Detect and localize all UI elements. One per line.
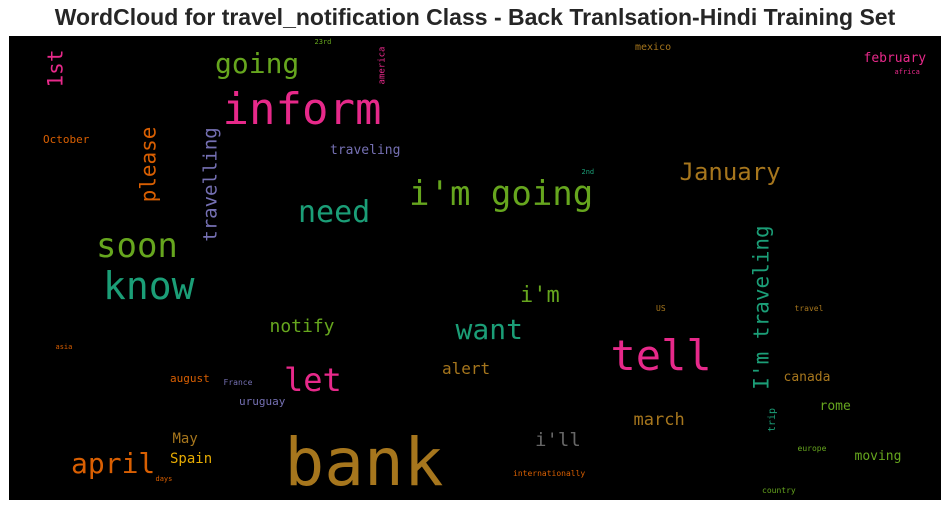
word-let: let [284,361,342,399]
word-country: country [762,486,796,495]
word-i-ll: i'll [535,428,581,451]
word-august: august [170,371,210,385]
word-soon: soon [96,226,178,266]
word-going: going [215,47,300,80]
word-want: want [455,313,523,346]
word-please: please [136,126,161,202]
word-france: France [223,378,253,387]
word-europe: europe [797,444,827,453]
word-days: days [155,474,173,483]
word-traveling: traveling [330,142,401,158]
word-travel: travel [794,304,824,313]
word-travelling: travelling [199,126,222,242]
word-alert: alert [442,359,491,378]
word-notify: notify [269,316,335,337]
word-africa: africa [894,67,920,76]
word-rome: rome [819,398,851,414]
word-i-m-going: i'm going [409,174,594,214]
word-uruguay: uruguay [239,394,286,408]
word-2nd: 2nd [581,167,595,176]
word-trip: trip [767,407,779,433]
word-canada: canada [783,369,831,385]
word-mexico: mexico [635,42,672,53]
word-january: January [679,158,781,186]
word-1st: 1st [43,49,68,87]
word-april: april [71,447,156,480]
word-internationally: internationally [513,469,586,478]
word-need: need [298,195,371,230]
word-spain: Spain [170,451,213,467]
word-know: know [103,264,195,308]
wordcloud-canvas: bank inform tell know i'm going soon need let wa… [9,36,941,500]
word-23rd: 23rd [314,37,332,46]
word-inform: inform [222,84,382,135]
word-i-m: i'm [520,283,560,308]
word-i-m-traveling: I'm traveling [749,224,774,390]
word-us: US [656,304,666,313]
word-may: May [172,431,198,447]
chart-title: WordCloud for travel_notification Class … [54,4,896,30]
word-bank: bank [284,424,444,500]
word-america: america [377,46,388,84]
word-february: february [863,50,927,66]
word-asia: asia [55,342,73,351]
word-tell: tell [610,331,712,380]
word-march: march [633,409,685,430]
word-october: October [43,132,90,146]
word-moving: moving [854,448,902,464]
